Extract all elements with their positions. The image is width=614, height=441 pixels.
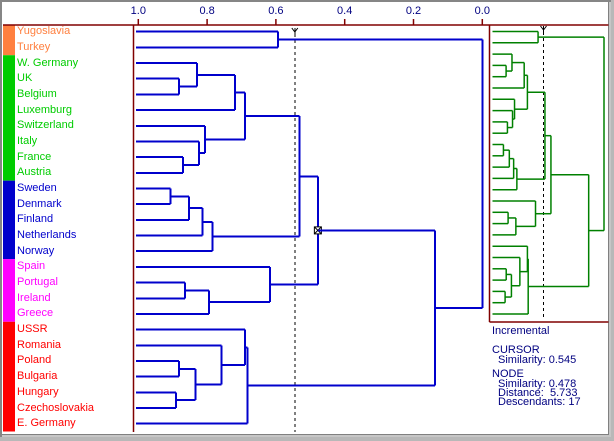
leaf-label-poland: Poland	[17, 354, 52, 366]
leaf-label-norway: Norway	[17, 245, 55, 257]
leaf-label-belgium: Belgium	[17, 88, 57, 100]
leaf-label-uk: UK	[17, 72, 33, 84]
leaf-label-ussr: USSR	[17, 323, 48, 335]
axis-tick-label: 0.0	[474, 5, 490, 17]
leaf-label-ireland: Ireland	[17, 292, 51, 304]
leaf-label-denmark: Denmark	[17, 198, 62, 210]
node-similarity: Similarity: 0.478	[498, 378, 577, 390]
leaf-label-spain: Spain	[17, 260, 46, 272]
leaf-label-w-germany: W. Germany	[17, 57, 79, 69]
leaf-label-luxemburg: Luxemburg	[17, 104, 73, 116]
node-similarity-value: 0.478	[548, 378, 577, 390]
leaf-label-portugal: Portugal	[17, 276, 58, 288]
leaf-label-czechoslovakia: Czechoslovakia	[17, 402, 95, 414]
node-descendants: Descendants: 17	[498, 396, 581, 408]
node-distance-value: 5.733	[549, 387, 578, 399]
node-distance: Distance: 5.733	[498, 387, 578, 399]
axis-tick-label: 0.4	[337, 5, 353, 17]
leaf-label-italy: Italy	[17, 135, 38, 147]
leaf-label-e-germany: E. Germany	[17, 417, 76, 429]
window-frame-left	[0, 0, 2, 441]
cursor-similarity-value: 0.545	[548, 354, 577, 366]
node-heading: NODE	[492, 368, 524, 380]
axis-tick-label: 0.8	[199, 5, 215, 17]
leaf-label-france: France	[17, 151, 52, 163]
leaf-label-romania: Romania	[17, 339, 62, 351]
axis-tick-label: 0.2	[405, 5, 422, 17]
axis-tick-label: 1.0	[130, 5, 146, 17]
leaf-label-hungary: Hungary	[17, 386, 59, 398]
leaf-label-turkey: Turkey	[17, 41, 51, 53]
window-frame-right	[611, 0, 614, 441]
window-frame-top	[0, 0, 614, 2]
window-frame-bottom	[0, 437, 614, 441]
axis-tick-label: 0.6	[268, 5, 284, 17]
leaf-label-sweden: Sweden	[17, 182, 57, 194]
cursor-similarity: Similarity: 0.545	[498, 354, 577, 366]
leaf-label-finland: Finland	[17, 213, 54, 225]
leaf-label-austria: Austria	[17, 166, 52, 178]
leaf-label-netherlands: Netherlands	[17, 229, 77, 241]
method-label: Incremental	[492, 325, 550, 337]
leaf-label-yugoslavia: Yugoslavia	[17, 25, 71, 37]
leaf-label-bulgaria: Bulgaria	[17, 370, 58, 382]
leaf-label-switzerland: Switzerland	[17, 119, 74, 131]
cursor-heading: CURSOR	[492, 344, 540, 356]
leaf-label-greece: Greece	[17, 307, 54, 319]
node-descendants-value: 17	[568, 396, 581, 408]
